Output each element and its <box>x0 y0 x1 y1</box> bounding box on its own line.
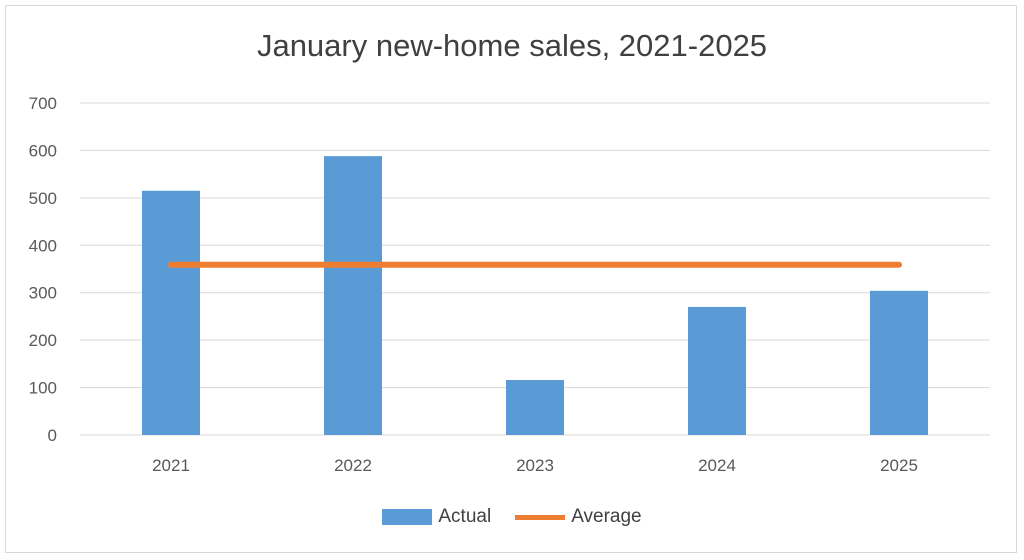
x-tick-label: 2021 <box>152 456 190 475</box>
y-tick-label: 0 <box>48 426 57 445</box>
bar-actual <box>688 306 746 435</box>
y-tick-label: 100 <box>29 379 57 398</box>
bar-actual <box>870 290 928 435</box>
y-tick-label: 600 <box>29 141 57 160</box>
y-tick-label: 500 <box>29 189 57 208</box>
y-tick-label: 700 <box>29 94 57 113</box>
x-tick-label: 2024 <box>698 456 736 475</box>
bar-actual <box>142 190 200 435</box>
legend-item-average: Average <box>515 506 642 528</box>
y-tick-label: 400 <box>29 236 57 255</box>
y-tick-label: 300 <box>29 284 57 303</box>
legend-label-average: Average <box>571 506 642 527</box>
y-tick-label: 200 <box>29 331 57 350</box>
legend-swatch-average <box>515 514 566 520</box>
chart-title: January new-home sales, 2021-2025 <box>256 28 768 63</box>
x-tick-label: 2023 <box>516 456 554 475</box>
bar-actual <box>506 379 564 435</box>
legend-swatch-actual <box>382 509 433 525</box>
x-tick-label: 2022 <box>334 456 372 475</box>
x-tick-label: 2025 <box>880 456 918 475</box>
legend-label-actual: Actual <box>438 506 492 527</box>
bar-actual <box>324 156 382 435</box>
legend: Actual Average <box>0 506 1024 528</box>
legend-item-actual: Actual <box>382 506 491 528</box>
